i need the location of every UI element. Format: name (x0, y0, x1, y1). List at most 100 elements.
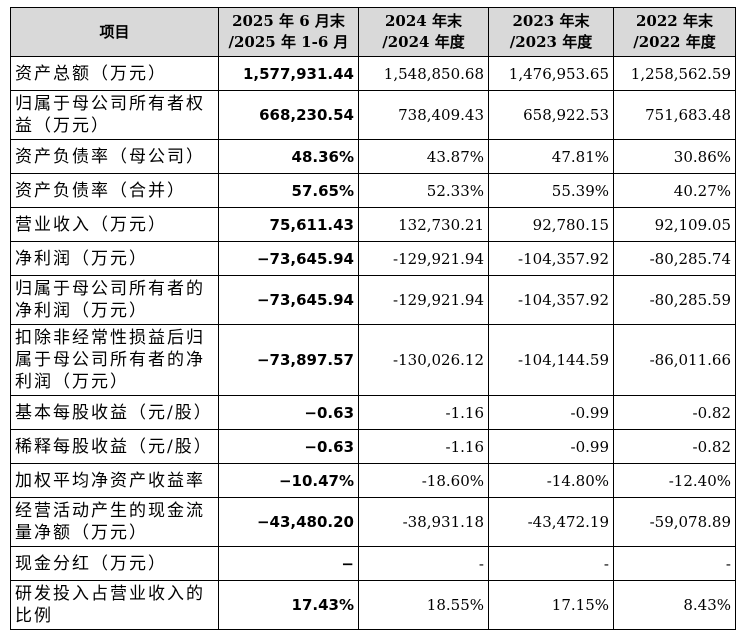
cell-value: -80,285.74 (613, 241, 736, 276)
row-label: 营业收入（万元） (10, 207, 219, 242)
row-label: 研发投入占营业收入的比例 (10, 580, 219, 630)
table-row: 归属于母公司所有者权益（万元） 668,230.54 738,409.43 658,9… (10, 90, 736, 140)
row-label: 归属于母公司所有者权益（万元） (10, 90, 219, 140)
row-label: 扣除非经常性损益后归属于母公司所有者的净利润（万元） (10, 324, 219, 396)
header-cell: 2023 年末/2023 年度 (488, 7, 614, 57)
cell-value: −0.63 (218, 395, 359, 430)
cell-value: -0.82 (613, 395, 736, 430)
header-cell: 项目 (10, 7, 219, 57)
table-row: 营业收入（万元） 75,611.43 132,730.21 92,780.15 92,1… (10, 207, 736, 242)
cell-value: 30.86% (613, 139, 736, 174)
cell-value: 17.43% (218, 580, 359, 630)
header-row: 项目 2025 年 6 月末/2025 年 1-6 月 2024 年末/2024 年… (10, 7, 736, 57)
row-label: 资产负债率（母公司） (10, 139, 219, 174)
row-label: 稀释每股收益（元/股） (10, 429, 219, 464)
cell-value: -1.16 (358, 429, 489, 464)
cell-value: 738,409.43 (358, 90, 489, 140)
header-text: 项目 (99, 22, 130, 41)
row-label: 经营活动产生的现金流量净额（万元） (10, 497, 219, 547)
table-row: 加权平均净资产收益率 −10.47% -18.60% -14.80% -12.40% (10, 463, 736, 498)
table-row: 扣除非经常性损益后归属于母公司所有者的净利润（万元） −73,897.57 -130… (10, 324, 736, 396)
cell-value: 75,611.43 (218, 207, 359, 242)
header-text: /2024 年度 (382, 33, 465, 51)
header-text: /2022 年度 (633, 33, 716, 51)
header-cell: 2024 年末/2024 年度 (358, 7, 489, 57)
table-row: 资产负债率（合并） 57.65% 52.33% 55.39% 40.27% (10, 173, 736, 208)
table-body: 资产总额（万元） 1,577,931.44 1,548,850.68 1,476,95… (10, 56, 736, 630)
table-row: 资产总额（万元） 1,577,931.44 1,548,850.68 1,476,95… (10, 56, 736, 91)
cell-value: 43.87% (358, 139, 489, 174)
cell-value: - (613, 546, 736, 581)
cell-value: 1,258,562.59 (613, 56, 736, 91)
cell-value: -0.99 (488, 429, 614, 464)
header-text: 2025 年 6 月末 (232, 12, 345, 30)
row-label: 归属于母公司所有者的净利润（万元） (10, 275, 219, 325)
cell-value: 751,683.48 (613, 90, 736, 140)
cell-value: − (218, 546, 359, 581)
header-cell: 2025 年 6 月末/2025 年 1-6 月 (218, 7, 359, 57)
table-row: 基本每股收益（元/股） −0.63 -1.16 -0.99 -0.82 (10, 395, 736, 430)
header-cell: 2022 年末/2022 年度 (613, 7, 736, 57)
cell-value: 1,577,931.44 (218, 56, 359, 91)
cell-value: −73,645.94 (218, 275, 359, 325)
data-table: 项目 2025 年 6 月末/2025 年 1-6 月 2024 年末/2024 年… (10, 7, 736, 630)
cell-value: -104,357.92 (488, 275, 614, 325)
cell-value: -18.60% (358, 463, 489, 498)
row-label: 加权平均净资产收益率 (10, 463, 219, 498)
cell-value: 92,780.15 (488, 207, 614, 242)
cell-value: −73,645.94 (218, 241, 359, 276)
cell-value: -104,357.92 (488, 241, 614, 276)
row-label: 资产负债率（合并） (10, 173, 219, 208)
header-text: 2022 年末 (636, 12, 713, 30)
row-label: 资产总额（万元） (10, 56, 219, 91)
cell-value: -129,921.94 (358, 241, 489, 276)
cell-value: -129,921.94 (358, 275, 489, 325)
cell-value: −73,897.57 (218, 324, 359, 396)
header-text: /2025 年 1-6 月 (228, 33, 349, 51)
row-label: 基本每股收益（元/股） (10, 395, 219, 430)
cell-value: -130,026.12 (358, 324, 489, 396)
cell-value: 47.81% (488, 139, 614, 174)
cell-value: 92,109.05 (613, 207, 736, 242)
cell-value: 52.33% (358, 173, 489, 208)
cell-value: −0.63 (218, 429, 359, 464)
table-row: 经营活动产生的现金流量净额（万元） −43,480.20 -38,931.18 -43… (10, 497, 736, 547)
cell-value: -12.40% (613, 463, 736, 498)
cell-value: -104,144.59 (488, 324, 614, 396)
cell-value: 57.65% (218, 173, 359, 208)
cell-value: -80,285.59 (613, 275, 736, 325)
table-row: 净利润（万元） −73,645.94 -129,921.94 -104,357.92-… (10, 241, 736, 276)
cell-value: 132,730.21 (358, 207, 489, 242)
cell-value: 48.36% (218, 139, 359, 174)
cell-value: - (488, 546, 614, 581)
cell-value: - (358, 546, 489, 581)
cell-value: −43,480.20 (218, 497, 359, 547)
table-row: 稀释每股收益（元/股） −0.63 -1.16 -0.99 -0.82 (10, 429, 736, 464)
cell-value: -59,078.89 (613, 497, 736, 547)
table-row: 现金分红（万元） − - - - (10, 546, 736, 581)
cell-value: 55.39% (488, 173, 614, 208)
table-row: 归属于母公司所有者的净利润（万元） −73,645.94 -129,921.94 -1… (10, 275, 736, 325)
cell-value: 658,922.53 (488, 90, 614, 140)
table-row: 资产负债率（母公司） 48.36% 43.87% 47.81% 30.86% (10, 139, 736, 174)
row-label: 净利润（万元） (10, 241, 219, 276)
cell-value: -86,011.66 (613, 324, 736, 396)
cell-value: 40.27% (613, 173, 736, 208)
cell-value: -14.80% (488, 463, 614, 498)
cell-value: 18.55% (358, 580, 489, 630)
header-text: 2023 年末 (512, 12, 590, 30)
cell-value: -0.82 (613, 429, 736, 464)
cell-value: 668,230.54 (218, 90, 359, 140)
cell-value: 1,548,850.68 (358, 56, 489, 91)
cell-value: 17.15% (488, 580, 614, 630)
header-text: 2024 年末 (385, 12, 462, 30)
cell-value: 1,476,953.65 (488, 56, 614, 91)
cell-value: 8.43% (613, 580, 736, 630)
cell-value: -43,472.19 (488, 497, 614, 547)
cell-value: −10.47% (218, 463, 359, 498)
cell-value: -38,931.18 (358, 497, 489, 547)
row-label: 现金分红（万元） (10, 546, 219, 581)
header-text: /2023 年度 (509, 33, 593, 51)
cell-value: -0.99 (488, 395, 614, 430)
